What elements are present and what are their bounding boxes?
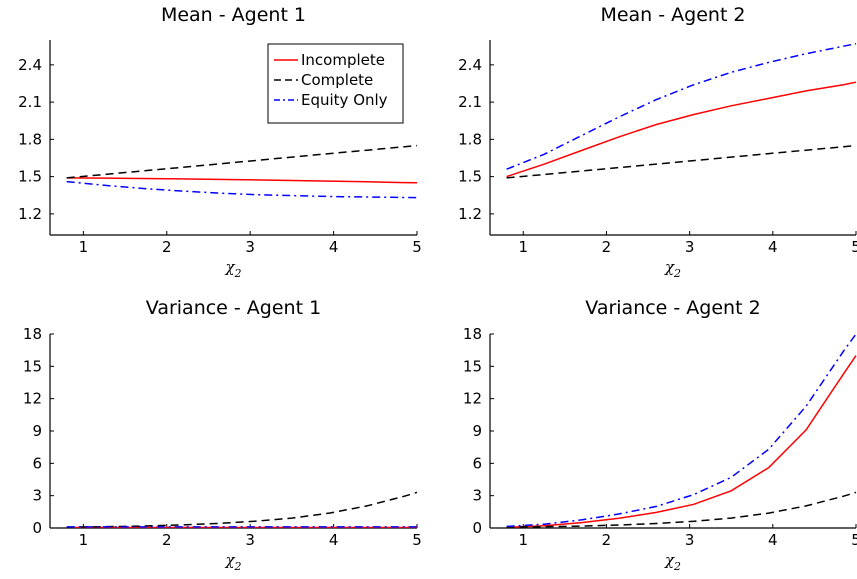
- series-line-equity-only: [66, 180, 418, 199]
- x-axis-label: χ2: [224, 551, 241, 573]
- x-tick-label: 1: [79, 238, 89, 256]
- y-tick-label: 0: [32, 519, 42, 537]
- x-axis-label-subscript: 2: [673, 267, 681, 280]
- x-tick-label: 2: [602, 238, 612, 256]
- series-line-incomplete: [66, 177, 418, 184]
- legend: Incomplete Complete Equity Only: [267, 43, 404, 124]
- x-tick-label: 3: [245, 238, 255, 256]
- x-tick-label: 4: [768, 531, 778, 549]
- y-tick-label: 6: [32, 454, 42, 472]
- y-tick-label: 0: [472, 519, 482, 537]
- x-tick-label: 2: [602, 531, 612, 549]
- x-axis-label: χ2: [664, 258, 681, 280]
- legend-entry: Complete: [301, 71, 373, 89]
- x-tick-label: 4: [768, 238, 778, 256]
- legend-box: [267, 43, 404, 124]
- x-axis-label-symbol: χ: [664, 551, 675, 569]
- x-axis-label-subscript: 2: [234, 560, 242, 573]
- panel-2: Mean - Agent 21 2 3 4 51.21.51.82.12.4χ2: [458, 4, 857, 280]
- y-tick-label: 1.5: [458, 168, 482, 186]
- legend-entry: Equity Only: [301, 91, 388, 109]
- x-axis-label-subscript: 2: [234, 267, 242, 280]
- x-tick-label: 4: [329, 531, 339, 549]
- x-axis-label-symbol: χ: [224, 258, 235, 276]
- y-tick-label: 12: [463, 390, 482, 408]
- x-tick-label: 1: [518, 238, 528, 256]
- y-tick-label: 1.5: [18, 168, 42, 186]
- y-tick-label: 2.1: [458, 93, 482, 111]
- series-line-complete: [506, 144, 857, 179]
- x-tick-label: 1: [518, 531, 528, 549]
- chart-title: Mean - Agent 2: [600, 4, 745, 26]
- x-tick-label: 2: [162, 238, 172, 256]
- y-tick-label: 1.8: [458, 130, 482, 148]
- x-tick-label: 3: [685, 238, 695, 256]
- y-tick-label: 9: [472, 422, 482, 440]
- series-line-equity-only: [506, 42, 857, 170]
- x-axis-label-subscript: 2: [673, 560, 681, 573]
- series-line-incomplete: [506, 355, 857, 528]
- x-tick-label: 5: [412, 531, 422, 549]
- y-tick-label: 15: [463, 357, 482, 375]
- y-tick-label: 1.2: [458, 205, 482, 223]
- y-tick-label: 2.4: [458, 56, 482, 74]
- chart-title: Variance - Agent 2: [585, 297, 760, 319]
- series-line-incomplete: [506, 81, 857, 178]
- series-line-complete: [66, 144, 418, 179]
- y-tick-label: 18: [463, 325, 482, 343]
- series-line-complete: [506, 491, 857, 528]
- y-tick-label: 15: [23, 357, 42, 375]
- series-line-equity-only: [506, 333, 857, 528]
- x-axis-label-symbol: χ: [664, 258, 675, 276]
- legend-entry: Incomplete: [301, 51, 385, 69]
- x-axis-label: χ2: [224, 258, 241, 280]
- chart-title: Variance - Agent 1: [146, 297, 321, 319]
- y-tick-label: 2.1: [18, 93, 42, 111]
- y-tick-label: 3: [32, 487, 42, 505]
- x-tick-label: 5: [851, 238, 857, 256]
- chart-title: Mean - Agent 1: [161, 4, 306, 26]
- x-axis-label: χ2: [664, 551, 681, 573]
- y-tick-label: 12: [23, 390, 42, 408]
- x-tick-label: 1: [79, 531, 89, 549]
- x-tick-label: 5: [412, 238, 422, 256]
- y-tick-label: 6: [472, 454, 482, 472]
- y-tick-label: 3: [472, 487, 482, 505]
- x-tick-label: 3: [245, 531, 255, 549]
- y-tick-label: 2.4: [18, 56, 42, 74]
- series-line-complete: [66, 491, 418, 528]
- x-tick-label: 2: [162, 531, 172, 549]
- x-tick-label: 5: [851, 531, 857, 549]
- y-tick-label: 9: [32, 422, 42, 440]
- panel-1: Mean - Agent 11 2 3 4 51.21.51.82.12.4χ2Inco…: [18, 4, 422, 280]
- x-tick-label: 3: [685, 531, 695, 549]
- x-axis-label-symbol: χ: [224, 551, 235, 569]
- y-tick-label: 18: [23, 325, 42, 343]
- y-tick-label: 1.2: [18, 205, 42, 223]
- x-tick-label: 4: [329, 238, 339, 256]
- y-tick-label: 1.8: [18, 130, 42, 148]
